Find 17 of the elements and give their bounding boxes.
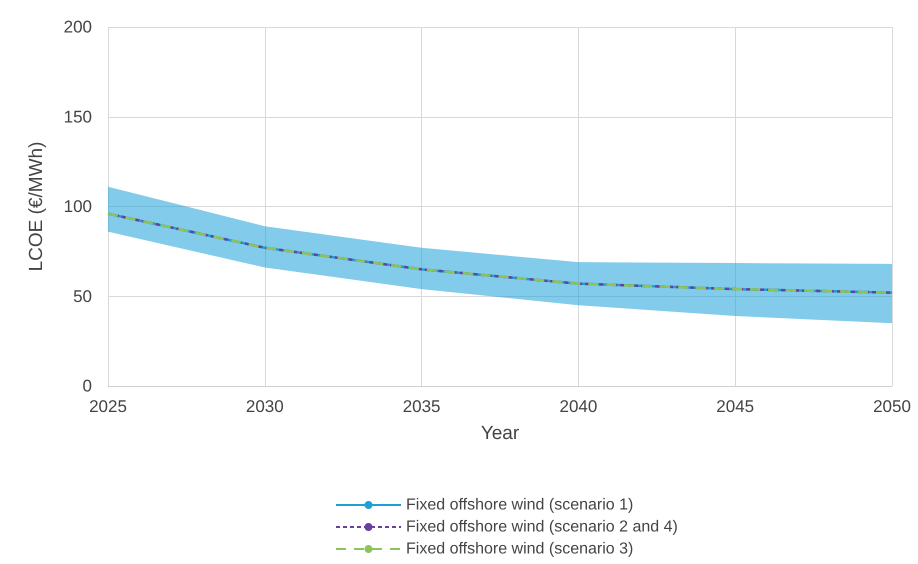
legend-label: Fixed offshore wind (scenario 1) <box>406 496 634 514</box>
y-tick-label: 200 <box>64 18 92 36</box>
x-tick-label: 2030 <box>246 397 284 416</box>
x-axis-title: Year <box>480 423 520 444</box>
legend-label: Fixed offshore wind (scenario 3) <box>406 540 634 558</box>
legend-label: Fixed offshore wind (scenario 2 and 4) <box>406 518 678 536</box>
line-series <box>106 212 894 294</box>
y-tick-label: 150 <box>64 107 92 126</box>
x-tick-label: 2035 <box>402 397 441 416</box>
x-tick-label: 2050 <box>873 397 911 416</box>
y-tick-label: 0 <box>82 376 92 396</box>
y-tick-label: 100 <box>64 197 92 216</box>
x-tick-label: 2045 <box>716 397 754 416</box>
y-tick-label: 50 <box>73 286 92 306</box>
x-tick-label: 2040 <box>559 397 598 416</box>
x-tick-label: 2025 <box>89 397 127 416</box>
y-axis-title: LCOE (€/MWh) <box>26 142 47 272</box>
